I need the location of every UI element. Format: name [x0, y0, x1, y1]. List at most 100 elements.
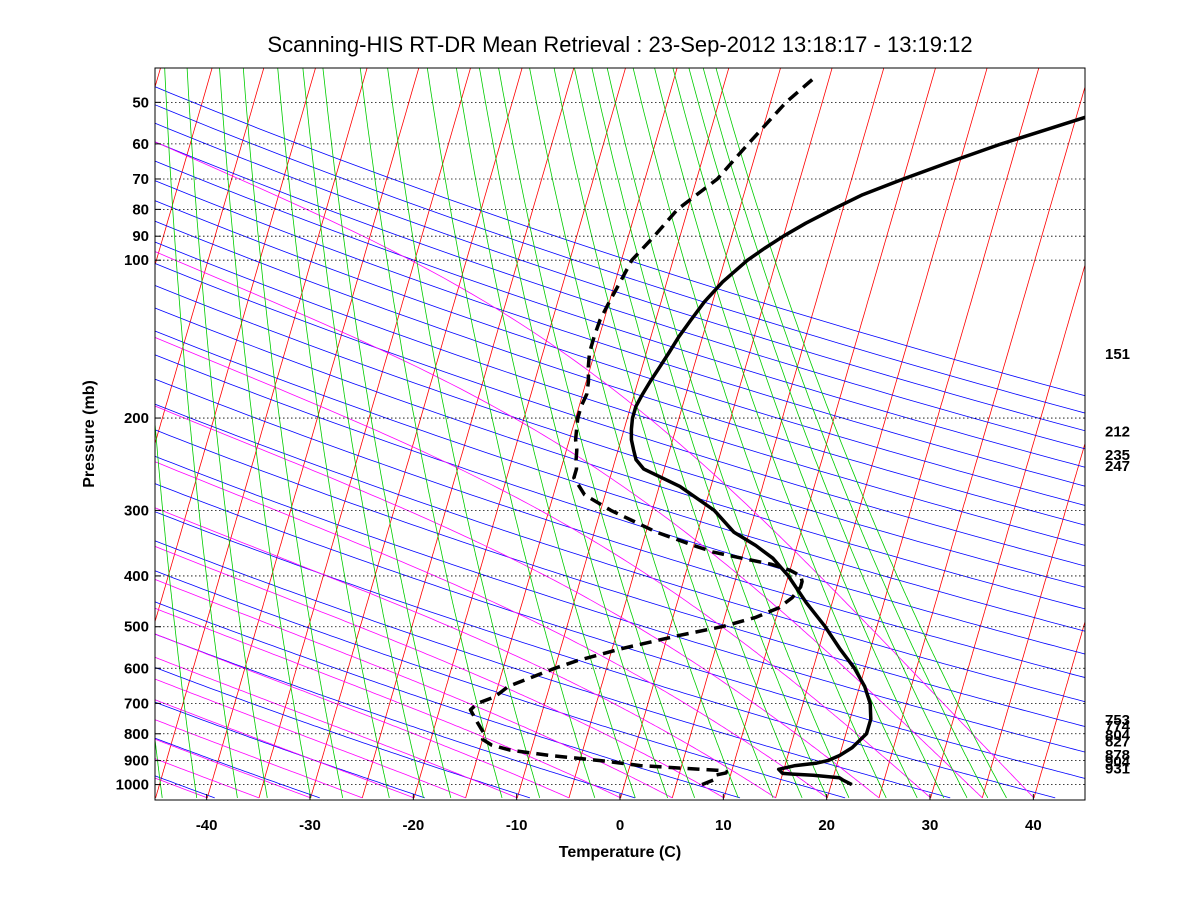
- chart-title: Scanning-HIS RT-DR Mean Retrieval : 23-S…: [267, 32, 972, 57]
- isotherm-line: [516, 68, 730, 798]
- isotherm-line: [0, 68, 57, 798]
- dry-adiabat-line: [155, 354, 1085, 655]
- y-tick-label: 900: [124, 753, 149, 770]
- dry-adiabat-line: [155, 104, 1085, 414]
- x-tick-label: -40: [196, 817, 218, 834]
- mixing-ratio-line: [186, 68, 268, 798]
- y-tick-label: 500: [124, 619, 149, 636]
- isotherm-line: [155, 68, 265, 445]
- y-tick-label: 50: [132, 94, 149, 111]
- y-tick-label: 600: [124, 660, 149, 677]
- moist-adiabat-line: [155, 758, 260, 799]
- dry-adiabat-line: [155, 601, 741, 799]
- isotherm-line: [826, 68, 1040, 798]
- dry-adiabat-line: [155, 285, 1085, 588]
- x-tick-label: -30: [299, 817, 321, 834]
- right-pressure-label: 804: [1105, 727, 1131, 744]
- mixing-ratio-line: [654, 68, 918, 799]
- right-pressure-label: 235: [1105, 447, 1130, 464]
- moist-adiabat-line: [155, 699, 415, 799]
- isotherm-line: [258, 68, 471, 798]
- y-tick-label: 60: [132, 136, 149, 153]
- isotherm-line: [620, 68, 833, 799]
- y-tick-label: 80: [132, 201, 149, 218]
- moist-adiabat-line: [155, 607, 621, 799]
- mixing-ratio-line: [553, 68, 774, 799]
- y-tick-label: 700: [124, 695, 149, 712]
- dry-adiabat-line: [155, 570, 846, 799]
- isotherm-line: [568, 68, 781, 798]
- mixing-ratio-line: [426, 68, 596, 799]
- x-tick-label: -20: [402, 817, 424, 834]
- x-tick-label: 10: [715, 817, 732, 834]
- isotherm-line: [155, 68, 368, 799]
- dry-adiabat-line: [155, 667, 531, 799]
- y-tick-label: 400: [124, 568, 149, 585]
- dry-adiabat-line: [155, 160, 1085, 468]
- mixing-ratio-line: [529, 68, 739, 799]
- mixing-ratio-line: [456, 68, 636, 799]
- mixing-ratio-line: [715, 68, 1007, 799]
- mixing-ratio-line: [164, 68, 238, 798]
- right-pressure-label: 827: [1105, 733, 1130, 750]
- isotherm-line: [361, 68, 575, 798]
- y-axis-ticks: 50 60 70 80 90 100 200 300 400 500 600 700 800 900 100…: [116, 94, 161, 794]
- dry-adiabat-line: [155, 378, 1085, 678]
- moist-adiabat-line: [155, 719, 363, 799]
- dry-adiabat-line: [155, 540, 951, 799]
- y-tick-label: 800: [124, 726, 149, 743]
- mixing-ratio-line: [672, 68, 945, 799]
- mixing-ratio-line: [479, 68, 669, 799]
- moist-adiabat-line: [155, 251, 983, 799]
- mixing-ratio-line: [359, 68, 503, 798]
- x-axis-label: Temperature (C): [559, 844, 681, 861]
- isotherm-line: [206, 68, 420, 798]
- dry-adiabat-line: [155, 180, 1085, 487]
- mixing-ratio-line: [242, 68, 344, 798]
- moist-adiabat-line: [155, 507, 776, 799]
- moist-adiabat-line: [155, 545, 725, 799]
- x-tick-label: 30: [922, 817, 939, 834]
- right-pressure-label: 151: [1105, 346, 1130, 363]
- mixing-ratio-line: [277, 68, 390, 798]
- y-axis-label: Pressure (mb): [81, 380, 98, 488]
- moist-adiabat-line: [155, 738, 311, 799]
- mixing-ratio-line: [219, 68, 312, 798]
- mixing-ratio-line: [574, 68, 803, 799]
- x-axis-ticks: -40 -30 -20 -10 0 10 20 30 40: [196, 794, 1042, 834]
- mixing-ratio-line: [155, 735, 163, 798]
- moist-adiabat-line: [155, 141, 1035, 799]
- y-tick-label: 1000: [116, 777, 149, 794]
- mixing-ratio-line: [591, 68, 828, 799]
- dry-adiabat-line: [155, 403, 1085, 703]
- mixing-ratio-line: [302, 68, 424, 798]
- isotherm-line: [310, 68, 523, 799]
- dewpoint-profile-line: [468, 77, 815, 787]
- isotherm-line: [1086, 68, 1200, 798]
- dry-adiabat-line: [155, 122, 1085, 432]
- x-tick-label: 20: [818, 817, 835, 834]
- moist-adiabat-line: [155, 578, 673, 799]
- dry-adiabat-line: [155, 307, 1085, 610]
- moist-adiabat-line: [155, 678, 466, 799]
- y-tick-label: 100: [124, 252, 149, 269]
- dry-adiabat-line: [155, 220, 1085, 526]
- right-pressure-label: 212: [1105, 423, 1130, 440]
- y-tick-label: 200: [124, 410, 149, 427]
- dry-adiabat-line: [155, 330, 1085, 632]
- right-pressure-label: 931: [1105, 760, 1130, 777]
- x-tick-label: 40: [1025, 817, 1042, 834]
- temperature-profile-line: [629, 115, 1085, 787]
- moist-adiabat-line: [155, 656, 518, 799]
- right-pressure-label: 753: [1105, 712, 1130, 729]
- mixing-ratio-line: [387, 68, 541, 799]
- isotherm-line: [930, 263, 1085, 799]
- background-lines: [0, 68, 1200, 799]
- dry-adiabat-line: [155, 263, 1085, 567]
- dry-adiabat-line: [155, 737, 320, 799]
- plot-frame: [154, 67, 1086, 801]
- dry-adiabat-line: [155, 429, 1085, 727]
- right-pressure-label: 878: [1105, 747, 1130, 764]
